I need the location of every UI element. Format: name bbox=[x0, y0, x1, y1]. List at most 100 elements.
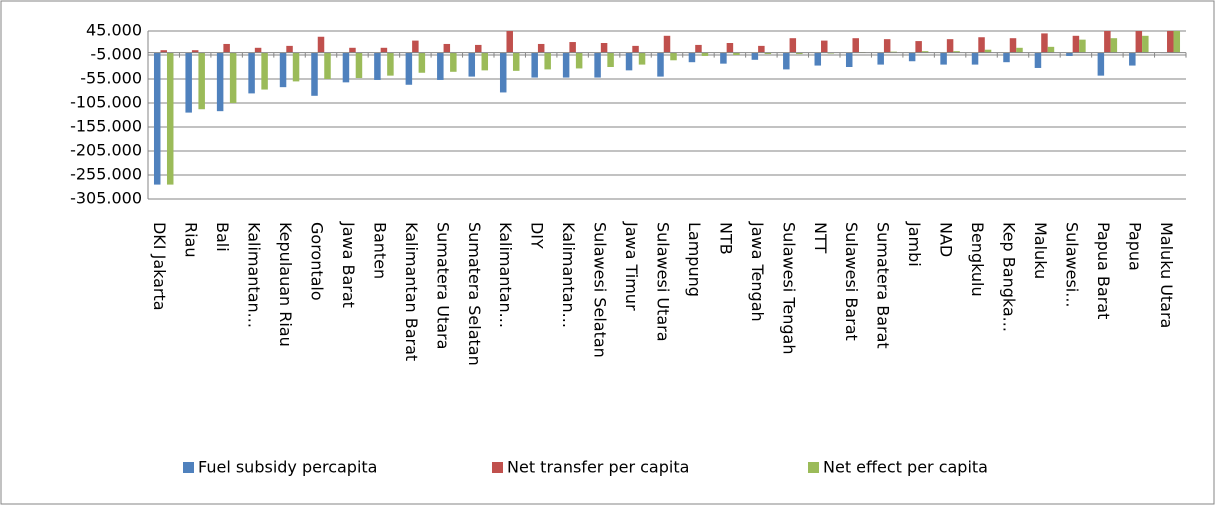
bar bbox=[720, 52, 727, 64]
bar bbox=[506, 31, 513, 53]
bar bbox=[160, 50, 167, 53]
bar bbox=[814, 52, 822, 66]
bar bbox=[248, 52, 255, 94]
legend-swatch bbox=[492, 462, 503, 473]
legend-label: Fuel subsidy percapita bbox=[198, 458, 377, 477]
bar bbox=[349, 47, 356, 53]
bar bbox=[1003, 52, 1010, 63]
y-tick-label: -155.000 bbox=[70, 117, 142, 136]
bar bbox=[1142, 35, 1149, 53]
y-tick-label: -305.000 bbox=[70, 189, 142, 208]
x-tick-label: Sulawesi Tengah bbox=[779, 222, 798, 354]
x-tick-label: Sulawesi Utara bbox=[654, 222, 673, 342]
x-tick-label: NTB bbox=[716, 222, 735, 255]
y-tick-label: -105.000 bbox=[70, 93, 142, 112]
x-tick-label: Bali bbox=[213, 222, 232, 252]
bar bbox=[883, 39, 891, 53]
bar bbox=[751, 52, 759, 60]
bar bbox=[978, 37, 985, 53]
x-tick-label: Sumatera Utara bbox=[433, 222, 452, 349]
bar bbox=[1016, 47, 1023, 53]
x-tick-label: Kalimantan... bbox=[245, 222, 264, 328]
bar bbox=[317, 36, 325, 53]
legend-label: Net effect per capita bbox=[823, 458, 988, 477]
bar bbox=[412, 40, 419, 53]
bar bbox=[625, 52, 633, 71]
bar bbox=[726, 43, 734, 53]
y-tick-label: -5.000 bbox=[90, 45, 142, 64]
bar bbox=[688, 52, 696, 63]
bar bbox=[852, 38, 859, 53]
bar bbox=[355, 52, 363, 79]
bar bbox=[1167, 31, 1174, 53]
bar bbox=[1066, 52, 1073, 56]
bar bbox=[701, 52, 709, 56]
x-tick-label: Maluku bbox=[1031, 222, 1050, 279]
bar bbox=[279, 52, 287, 88]
bar bbox=[153, 52, 161, 185]
bar bbox=[670, 52, 677, 61]
bar bbox=[166, 52, 174, 185]
x-tick-label: Bengkulu bbox=[968, 222, 987, 297]
bar bbox=[1110, 38, 1118, 53]
bar bbox=[845, 52, 853, 67]
bar bbox=[877, 52, 884, 65]
bar bbox=[380, 47, 388, 53]
x-tick-label: Papua bbox=[1125, 222, 1144, 271]
x-tick-label: Jawa Timur bbox=[622, 221, 641, 311]
bar bbox=[971, 52, 979, 65]
bar bbox=[569, 42, 576, 53]
bar bbox=[663, 35, 671, 53]
x-tick-label: NTT bbox=[811, 222, 830, 253]
bar bbox=[594, 52, 601, 78]
bar bbox=[796, 52, 803, 55]
bar bbox=[1079, 39, 1086, 53]
bar bbox=[953, 51, 960, 53]
bar bbox=[475, 44, 482, 53]
bar bbox=[1097, 52, 1105, 76]
bar bbox=[191, 50, 199, 53]
bar bbox=[261, 52, 268, 90]
bar bbox=[733, 52, 740, 55]
bar bbox=[216, 52, 224, 112]
bar bbox=[450, 52, 457, 72]
bar bbox=[229, 52, 237, 103]
bar bbox=[758, 45, 765, 53]
bar bbox=[387, 52, 394, 76]
x-tick-label: Riau bbox=[182, 222, 201, 258]
y-tick-label: -255.000 bbox=[70, 165, 142, 184]
x-tick-label: Maluku Utara bbox=[1157, 222, 1176, 328]
x-tick-label: Kepulauan Riau bbox=[276, 222, 295, 347]
bar bbox=[984, 49, 992, 53]
bar bbox=[531, 52, 538, 78]
bar bbox=[638, 52, 646, 65]
x-tick-label: Jambi bbox=[905, 221, 924, 267]
bar bbox=[632, 45, 639, 53]
bar bbox=[946, 39, 954, 53]
bar bbox=[481, 52, 489, 71]
x-tick-label: DIY bbox=[528, 222, 547, 249]
bar bbox=[1104, 31, 1111, 53]
bar bbox=[286, 45, 293, 53]
bar bbox=[600, 43, 608, 53]
bar bbox=[657, 52, 664, 77]
x-tick-label: Kalimantan... bbox=[559, 222, 578, 328]
bar bbox=[499, 52, 507, 93]
bar bbox=[789, 38, 797, 53]
legend-label: Net transfer per capita bbox=[507, 458, 689, 477]
bar bbox=[695, 44, 702, 53]
bar bbox=[512, 52, 520, 71]
bar bbox=[374, 52, 381, 80]
x-tick-label: Sulawesi Selatan bbox=[591, 222, 610, 358]
x-tick-label: Lampung bbox=[685, 222, 704, 297]
bar bbox=[1041, 33, 1048, 53]
bar bbox=[185, 52, 192, 113]
legend-swatch bbox=[808, 462, 819, 473]
bar bbox=[292, 52, 300, 82]
x-tick-label: Banten bbox=[370, 222, 389, 279]
x-tick-label: Kalimantan... bbox=[496, 222, 515, 328]
y-tick-label: -55.000 bbox=[80, 69, 142, 88]
x-tick-label: Gorontalo bbox=[308, 222, 327, 301]
legend-swatch bbox=[183, 462, 194, 473]
